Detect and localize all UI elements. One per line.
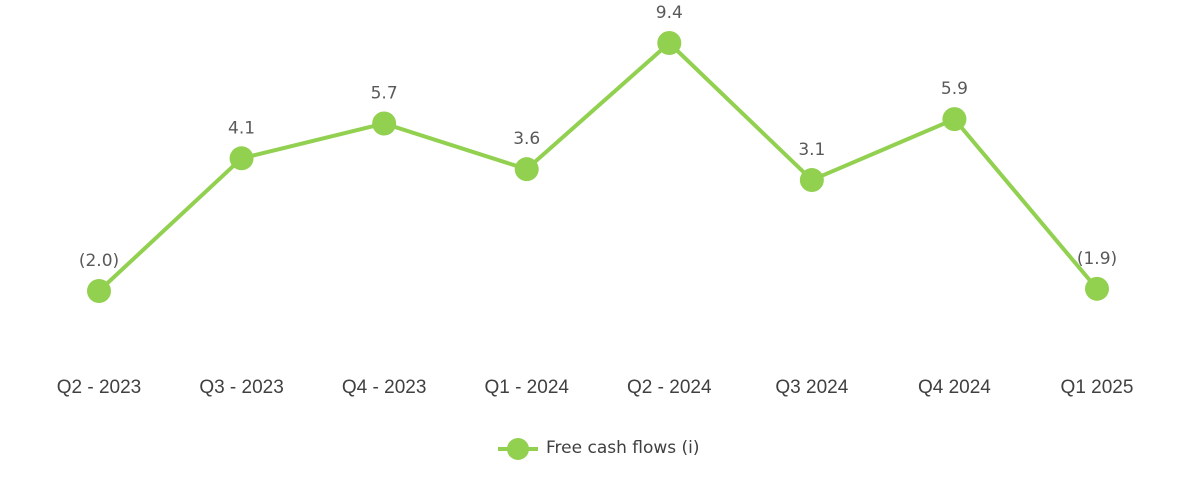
x-tick-label: Q2 - 2023 bbox=[57, 377, 142, 398]
x-tick-label: Q4 2024 bbox=[918, 377, 991, 398]
x-tick-label: Q1 - 2024 bbox=[484, 377, 569, 398]
data-point bbox=[799, 168, 824, 193]
legend-label: Free cash flows (i) bbox=[546, 438, 700, 458]
data-point bbox=[657, 31, 682, 55]
x-tick-label: Q3 2024 bbox=[775, 377, 848, 398]
value-label: 9.4 bbox=[656, 3, 683, 23]
value-label: 5.7 bbox=[371, 83, 398, 103]
x-tick-label: Q2 - 2024 bbox=[627, 377, 712, 398]
value-label: 5.9 bbox=[941, 79, 968, 99]
data-point bbox=[229, 146, 254, 171]
x-tick-label: Q4 - 2023 bbox=[342, 377, 427, 398]
data-point bbox=[1085, 276, 1109, 301]
data-point bbox=[514, 157, 539, 182]
x-tick-label: Q3 - 2023 bbox=[199, 377, 284, 398]
data-point bbox=[87, 279, 111, 303]
data-point bbox=[372, 111, 397, 136]
series-line bbox=[97, 40, 1099, 293]
x-tick-label: Q1 2025 bbox=[1061, 377, 1134, 398]
legend-marker bbox=[507, 438, 529, 460]
data-point bbox=[942, 107, 967, 132]
value-label: 4.1 bbox=[228, 118, 255, 138]
value-label: 3.6 bbox=[513, 129, 540, 149]
value-label: 3.1 bbox=[798, 140, 825, 160]
value-label: (2.0) bbox=[79, 251, 119, 271]
value-label: (1.9) bbox=[1077, 249, 1117, 269]
